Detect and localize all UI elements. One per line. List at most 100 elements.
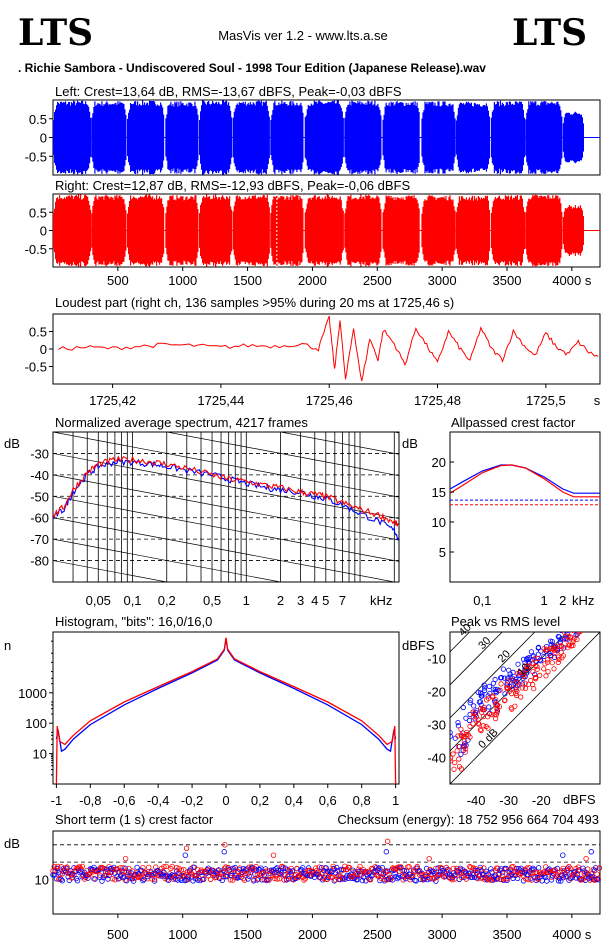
x-tick-label: 2 [559, 593, 566, 608]
pvr-point [531, 656, 537, 662]
stc-point [535, 876, 542, 883]
stc-point [135, 874, 141, 881]
stc-point [435, 865, 441, 871]
stc-point [533, 869, 539, 875]
stc-point [56, 876, 62, 882]
pvr-point [463, 715, 469, 721]
stc-point [59, 878, 65, 884]
x-tick-label: -30 [499, 793, 518, 808]
stc-point [596, 865, 603, 871]
stc-point [448, 875, 454, 882]
stc-point [129, 868, 136, 874]
stc-point [274, 865, 280, 871]
x-tick-label: -0,2 [181, 793, 203, 808]
checksum-label: Checksum (energy): 18 752 956 664 704 49… [337, 812, 599, 827]
stc-point [288, 865, 294, 872]
stc-point [99, 878, 105, 884]
stc-point [151, 878, 158, 884]
peak-vs-rms-title: Peak vs RMS level [451, 614, 560, 629]
stc-point [300, 865, 306, 871]
pvr-point [475, 689, 481, 696]
pvr-point [525, 681, 532, 687]
stc-point [262, 868, 269, 874]
stc-point [379, 865, 385, 871]
pvr-point [558, 632, 564, 633]
stc-point [74, 878, 81, 884]
pvr-point [541, 666, 547, 672]
stc-point [85, 875, 91, 881]
y-tick-label: -50 [30, 489, 49, 504]
pvr-point [514, 688, 520, 694]
pvr-point [528, 649, 535, 655]
y-tick-label: -80 [30, 554, 49, 569]
stc-point [78, 866, 84, 872]
stc-point [514, 875, 521, 882]
x-tick-label: 3 [297, 593, 304, 608]
x-tick-label: 1725,48 [414, 393, 461, 408]
loudest-waveform [58, 315, 599, 382]
pvr-point [452, 759, 458, 766]
stc-point [346, 865, 353, 871]
loudest-part-title: Loudest part (right ch, 136 samples >95%… [55, 295, 454, 310]
pvr-point [496, 703, 503, 710]
stc-point [140, 865, 146, 871]
pvr-point [456, 743, 462, 750]
x-tick-label: 0,1 [473, 593, 491, 608]
pvr-point [462, 749, 468, 755]
stc-point [392, 870, 398, 877]
stc-spike-point [222, 842, 228, 848]
x-tick-label: 4 [311, 593, 318, 608]
pvr-point [532, 674, 538, 681]
histogram-title: Histogram, "bits": 16,0/16,0 [55, 614, 212, 629]
stc-point [173, 865, 180, 871]
stc-point [207, 876, 214, 882]
crest-frame [449, 431, 601, 583]
pvr-point [504, 684, 510, 690]
pvr-point [538, 648, 544, 654]
stc-point [70, 874, 76, 880]
pvr-point [535, 644, 542, 650]
x-tick-label: 2000 [298, 273, 327, 288]
pvr-point [570, 642, 576, 649]
x-tick-label: -0,8 [79, 793, 101, 808]
histogram-series [55, 637, 397, 785]
pvr-point [481, 682, 487, 688]
stc-point [428, 868, 434, 874]
stc-point [367, 877, 374, 883]
y-tick-label: 10 [432, 515, 446, 530]
pvr-point [576, 632, 581, 633]
y-tick-label: 0.5 [29, 325, 47, 340]
x-tick-label: -0,6 [113, 793, 135, 808]
x-tick-label: 3500 [493, 927, 522, 942]
pvr-point [566, 632, 571, 633]
x-tick-label: 2500 [363, 927, 392, 942]
y-tick-label: 10 [35, 872, 49, 887]
pvr-point [464, 731, 470, 738]
pvr-point [519, 685, 525, 691]
stc-point [588, 871, 594, 877]
x-tick-label: 1725,42 [89, 393, 136, 408]
x-tick-label: 1500 [233, 273, 262, 288]
pvr-point [560, 653, 566, 659]
stc-point [246, 873, 252, 879]
stc-point [285, 873, 291, 879]
y-tick-label: -70 [30, 532, 49, 547]
pvr-point [516, 681, 523, 687]
allpassed-crest-title: Allpassed crest factor [451, 415, 576, 430]
stc-point [465, 873, 472, 880]
pvr-point [557, 636, 563, 642]
x-tick-label: 2500 [363, 273, 392, 288]
pvr-point [552, 645, 559, 652]
pvr-point [504, 675, 511, 681]
pvr-point [477, 690, 484, 696]
stc-point [64, 864, 70, 870]
stc-point [488, 866, 494, 872]
stc-point [330, 863, 336, 870]
stc-point [163, 863, 169, 870]
pvr-point [450, 733, 453, 739]
pvr-point [480, 723, 486, 729]
pvr-point [551, 644, 557, 650]
pvr-point [575, 632, 581, 636]
y-tick-label: 100 [25, 716, 47, 731]
